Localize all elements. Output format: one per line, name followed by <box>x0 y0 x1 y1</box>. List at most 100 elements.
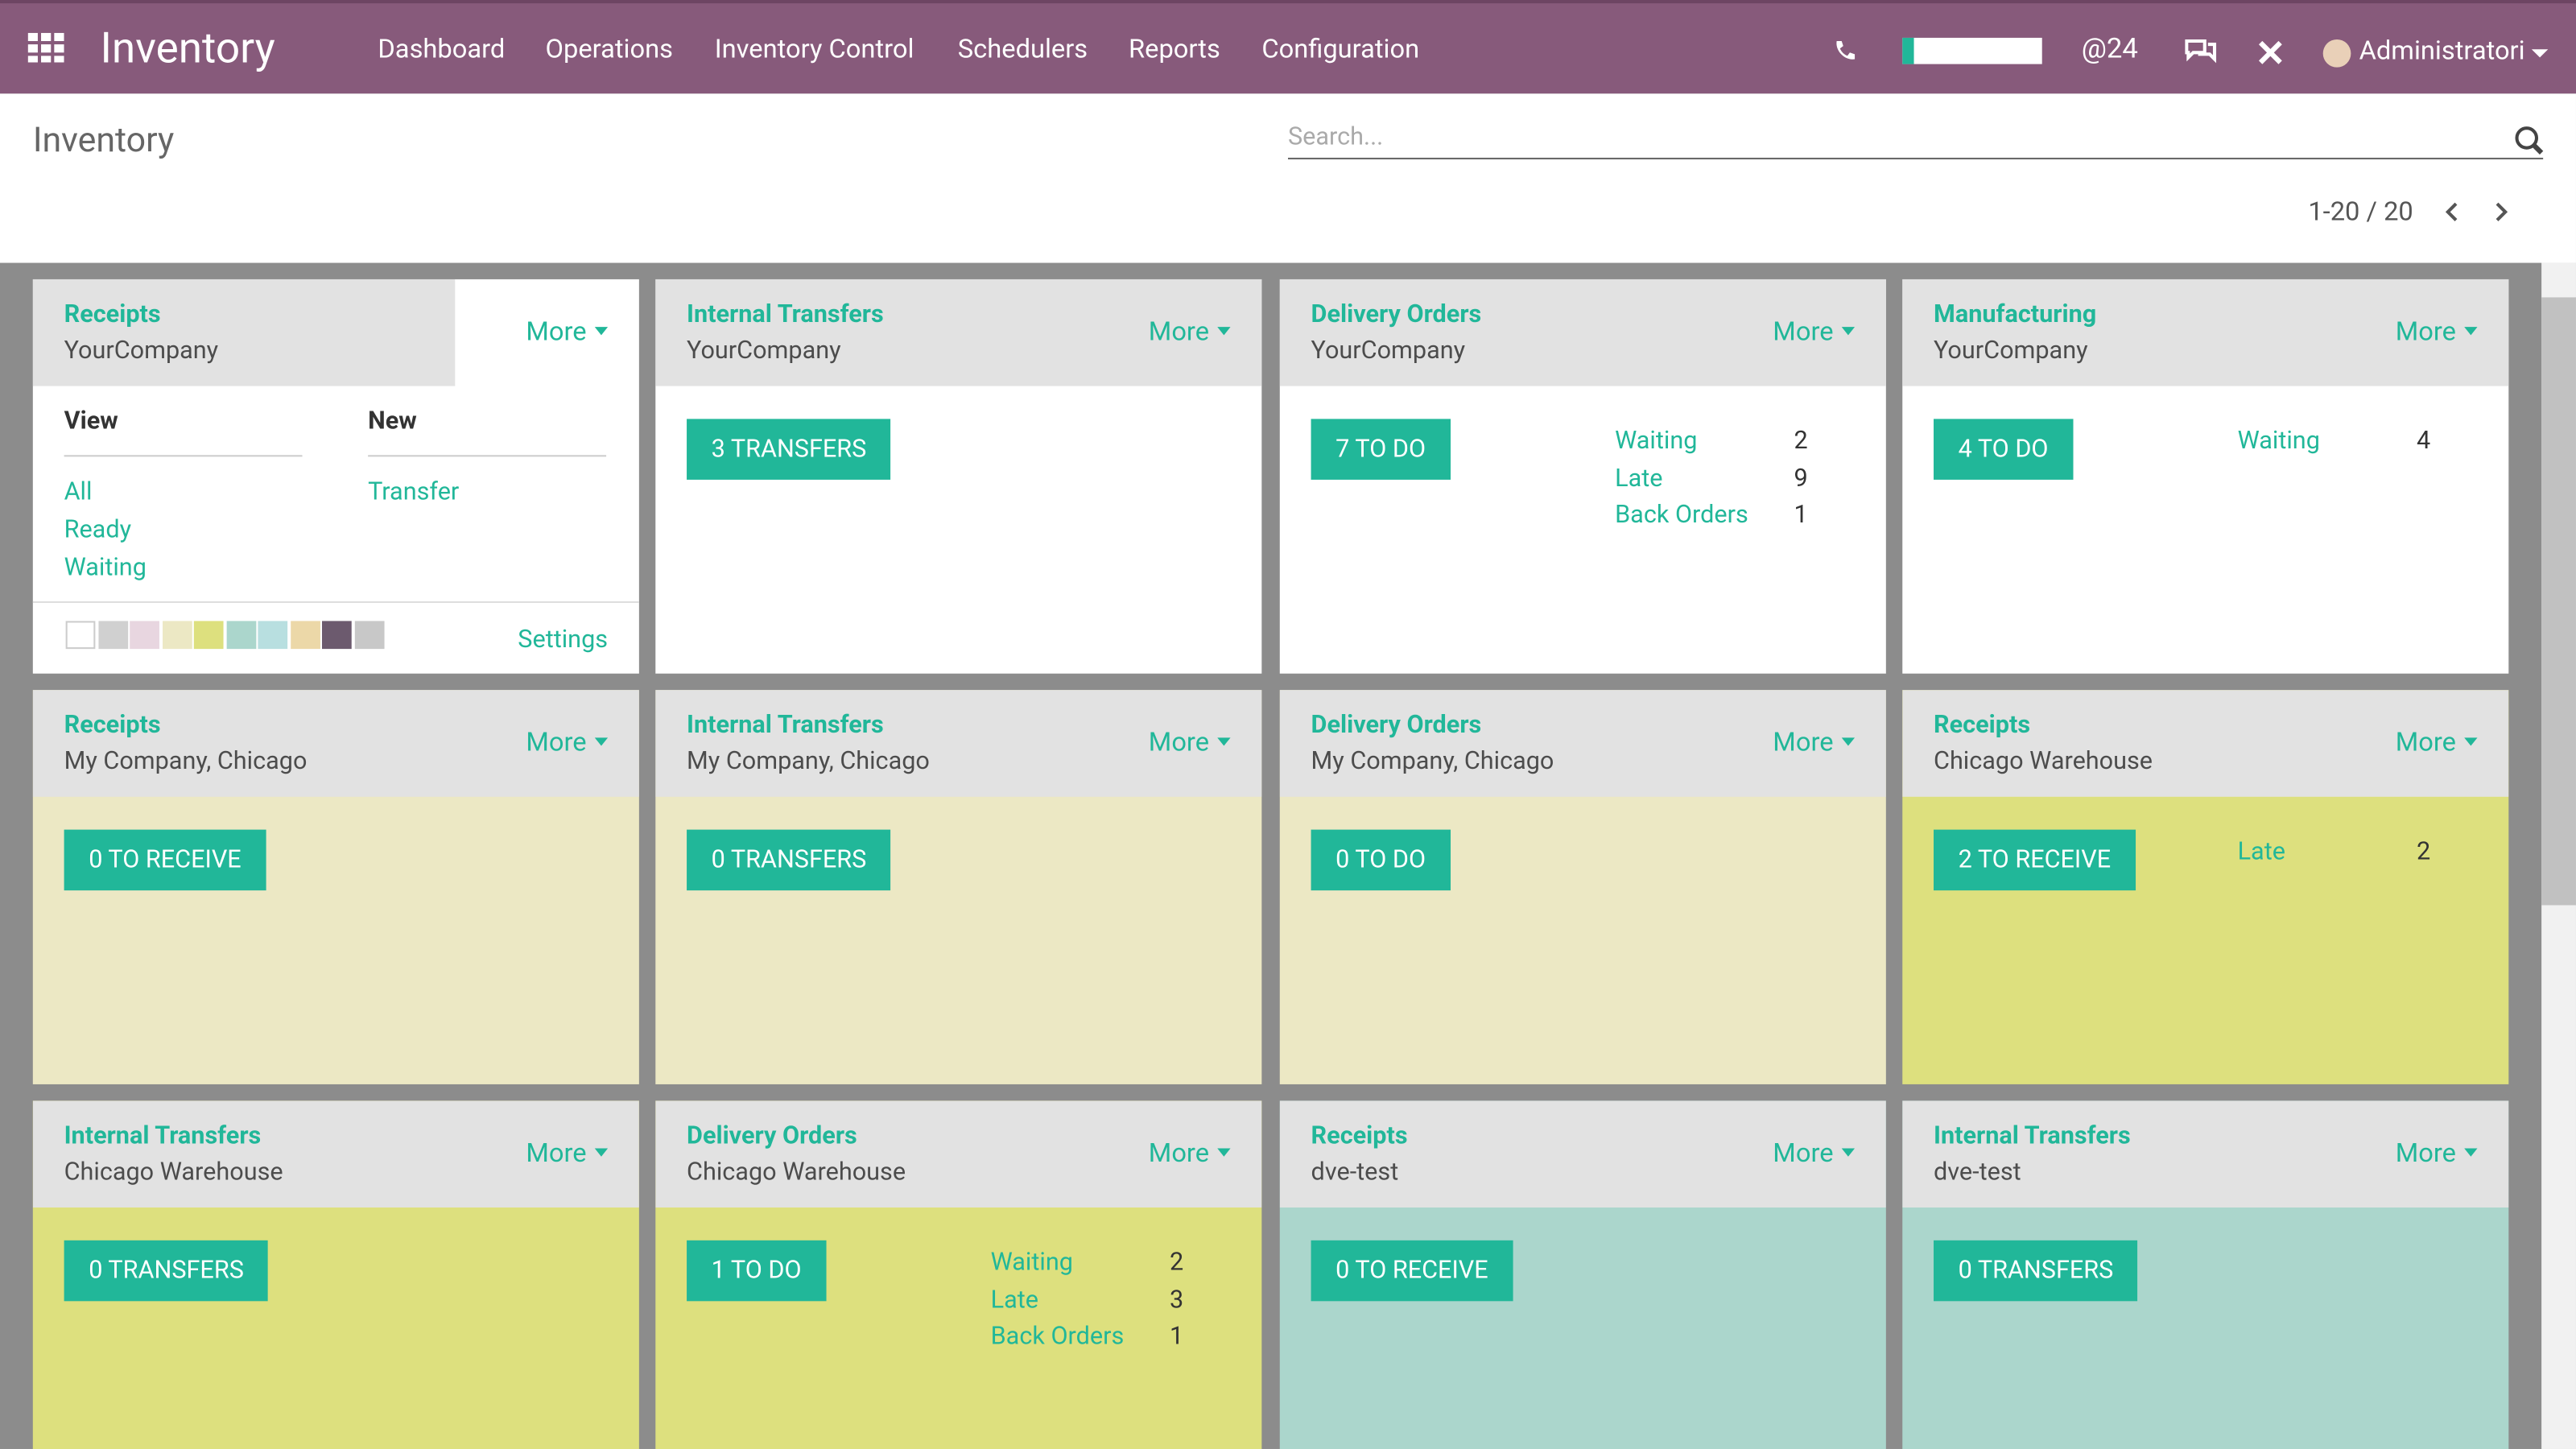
card: Receipts My Company, Chicago More 0 TO RECE… <box>33 690 639 1084</box>
divider <box>368 455 606 456</box>
more-dropdown[interactable]: More <box>1149 316 1231 347</box>
stat-label[interactable]: Waiting <box>1615 426 1697 456</box>
card: Delivery OrdersMy Company, ChicagoMore0 … <box>1280 690 1886 1084</box>
scrollbar[interactable] <box>2541 263 2576 1449</box>
card-title[interactable]: Internal Transfers <box>687 710 884 740</box>
card: ReceiptsChicago WarehouseMore2 TO RECEIV… <box>1902 690 2508 1084</box>
color-swatch[interactable] <box>258 621 287 649</box>
primary-button[interactable]: 0 TRANSFERS <box>1934 1241 2138 1302</box>
primary-button[interactable]: 7 TO DO <box>1311 419 1451 480</box>
card-title[interactable]: Internal Transfers <box>1934 1121 2131 1150</box>
primary-button[interactable]: 0 TO DO <box>1311 830 1451 891</box>
pager-buttons[interactable] <box>2442 200 2514 224</box>
card-company: My Company, Chicago <box>64 746 308 776</box>
more-dropdown[interactable]: More <box>1773 726 1855 758</box>
primary-button[interactable]: 3 TRANSFERS <box>687 419 891 480</box>
color-swatch[interactable] <box>226 621 256 649</box>
primary-button[interactable]: 1 TO DO <box>687 1241 826 1302</box>
search-icon[interactable] <box>2513 125 2545 156</box>
card-title[interactable]: Internal Transfers <box>687 299 884 328</box>
more-dropdown[interactable]: More <box>2396 316 2478 347</box>
card: Manufacturing YourCompany More 4 TO DO Waiti… <box>1902 279 2508 674</box>
color-swatch[interactable] <box>194 621 224 649</box>
card-title[interactable]: Receipts <box>1934 710 2030 740</box>
stat-value: 2 <box>1794 426 1808 456</box>
menu-item[interactable]: Operations <box>546 33 673 64</box>
primary-button[interactable]: 2 TO RECEIVE <box>1934 830 2136 891</box>
card-company: Chicago Warehouse <box>687 1157 906 1187</box>
more-dropdown[interactable]: More <box>1773 1137 1855 1168</box>
card-title[interactable]: Receipts <box>64 299 161 328</box>
card: Delivery Orders Chicago Warehouse More 1 TO… <box>655 1100 1261 1449</box>
tools-icon[interactable] <box>2257 39 2284 66</box>
card-company: My Company, Chicago <box>687 746 930 776</box>
primary-button[interactable]: 0 TO RECEIVE <box>64 830 266 891</box>
stat-label[interactable]: Waiting <box>991 1247 1073 1277</box>
color-swatch[interactable] <box>162 621 192 649</box>
primary-button[interactable]: 0 TRANSFERS <box>687 830 891 891</box>
more-dropdown[interactable]: More <box>1149 1137 1231 1168</box>
card: Internal TransfersYourCompanyMore3 TRANS… <box>655 279 1261 674</box>
phone-icon[interactable] <box>1834 39 1857 63</box>
stat-label[interactable]: Back Orders <box>991 1321 1125 1351</box>
chat-icon[interactable] <box>2185 38 2218 64</box>
card-header <box>33 279 455 386</box>
card: Receiptsdve-testMore0 TO RECEIVE <box>1280 1100 1886 1449</box>
more-dropdown[interactable]: More <box>526 316 608 347</box>
stat-label[interactable]: Waiting <box>2238 426 2320 456</box>
search-input[interactable]: Search... <box>1288 122 2543 159</box>
menu-item[interactable]: Reports <box>1129 33 1220 64</box>
card-title[interactable]: Manufacturing <box>1934 299 2096 328</box>
menu-item[interactable]: Inventory Control <box>715 33 914 64</box>
stat-label[interactable]: Late <box>1615 462 1662 492</box>
more-dropdown[interactable]: More <box>2396 1137 2478 1168</box>
color-swatch[interactable] <box>322 621 352 649</box>
card-title[interactable]: Receipts <box>64 710 161 740</box>
primary-button[interactable]: 4 TO DO <box>1934 419 2073 480</box>
more-dropdown[interactable]: More <box>2396 726 2478 758</box>
divider <box>33 601 639 603</box>
settings-link[interactable]: Settings <box>518 625 608 654</box>
apps-icon[interactable] <box>28 33 64 63</box>
card-company: dve-test <box>1934 1157 2021 1187</box>
menu-item[interactable]: Configuration <box>1261 33 1419 64</box>
stat-value: 2 <box>1170 1247 1183 1277</box>
more-dropdown[interactable]: More <box>526 1137 608 1168</box>
color-swatch[interactable] <box>97 621 127 649</box>
stat-label[interactable]: Late <box>991 1284 1038 1314</box>
more-dropdown[interactable]: More <box>526 726 608 758</box>
stat-value: 4 <box>2417 426 2430 456</box>
user-name: Administratori <box>2359 35 2525 66</box>
progress-bar <box>1902 38 2041 64</box>
more-dropdown[interactable]: More <box>1773 316 1855 347</box>
user-menu[interactable]: Administratori <box>2359 35 2549 66</box>
card-title[interactable]: Delivery Orders <box>1311 299 1482 328</box>
card: Delivery OrdersYourCompanyMore7 TO DOWai… <box>1280 279 1886 674</box>
pager: 1-20 / 20 <box>2308 196 2413 227</box>
color-swatch[interactable] <box>66 621 96 649</box>
more-dropdown[interactable]: More <box>1149 726 1231 758</box>
mentions[interactable]: @24 <box>2082 33 2138 66</box>
card-title[interactable]: Delivery Orders <box>1311 710 1482 740</box>
dropdown-item[interactable]: All <box>64 477 93 506</box>
menu-item[interactable]: Schedulers <box>958 33 1088 64</box>
card-company: YourCompany <box>1934 335 2088 365</box>
stat-label[interactable]: Late <box>2238 836 2285 866</box>
primary-button[interactable]: 0 TO RECEIVE <box>1311 1241 1513 1302</box>
stat-label[interactable]: Back Orders <box>1615 499 1748 529</box>
dropdown-item[interactable]: Transfer <box>368 477 459 506</box>
primary-button[interactable]: 0 TRANSFERS <box>64 1241 269 1302</box>
dropdown-item[interactable]: Waiting <box>64 552 147 582</box>
card-title[interactable]: Internal Transfers <box>64 1121 262 1150</box>
card: ReceiptsYourCompanyMoreViewNewAllReadyWa… <box>33 279 639 674</box>
card: Internal Transfers My Company, Chicago Mor… <box>655 690 1261 1084</box>
stat-value: 1 <box>1794 499 1808 529</box>
color-swatch[interactable] <box>130 621 159 649</box>
color-swatch[interactable] <box>354 621 384 649</box>
color-swatch[interactable] <box>290 621 320 649</box>
dropdown-item[interactable]: Ready <box>64 514 132 544</box>
card-title[interactable]: Delivery Orders <box>687 1121 857 1150</box>
card-title[interactable]: Receipts <box>1311 1121 1408 1150</box>
menu-item[interactable]: Dashboard <box>378 33 505 64</box>
